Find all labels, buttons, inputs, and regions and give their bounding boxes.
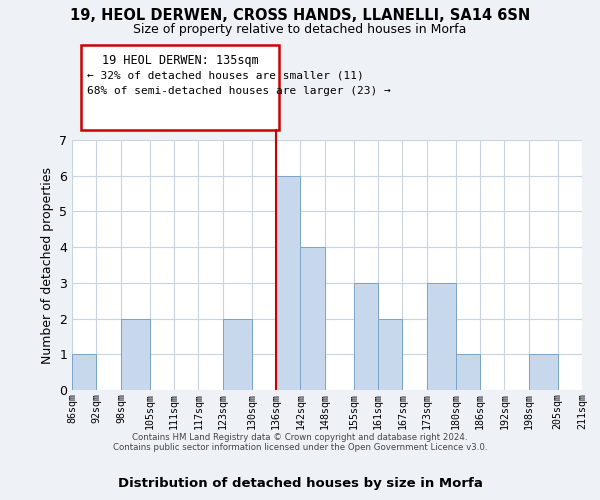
Bar bbox=[223, 318, 251, 390]
Bar bbox=[455, 354, 480, 390]
Bar bbox=[427, 283, 455, 390]
Text: 19 HEOL DERWEN: 135sqm: 19 HEOL DERWEN: 135sqm bbox=[101, 54, 259, 67]
Text: Contains public sector information licensed under the Open Government Licence v3: Contains public sector information licen… bbox=[113, 444, 487, 452]
Bar bbox=[378, 318, 403, 390]
Text: Size of property relative to detached houses in Morfa: Size of property relative to detached ho… bbox=[133, 22, 467, 36]
Text: 68% of semi-detached houses are larger (23) →: 68% of semi-detached houses are larger (… bbox=[87, 86, 391, 96]
Bar bbox=[301, 247, 325, 390]
Text: Contains HM Land Registry data © Crown copyright and database right 2024.: Contains HM Land Registry data © Crown c… bbox=[132, 434, 468, 442]
Bar bbox=[121, 318, 149, 390]
Bar bbox=[276, 176, 301, 390]
Bar bbox=[72, 354, 97, 390]
Bar bbox=[582, 354, 600, 390]
Bar bbox=[529, 354, 557, 390]
Bar bbox=[353, 283, 378, 390]
Text: Distribution of detached houses by size in Morfa: Distribution of detached houses by size … bbox=[118, 477, 482, 490]
Y-axis label: Number of detached properties: Number of detached properties bbox=[41, 166, 53, 364]
Text: 19, HEOL DERWEN, CROSS HANDS, LLANELLI, SA14 6SN: 19, HEOL DERWEN, CROSS HANDS, LLANELLI, … bbox=[70, 8, 530, 22]
Text: ← 32% of detached houses are smaller (11): ← 32% of detached houses are smaller (11… bbox=[87, 71, 364, 81]
